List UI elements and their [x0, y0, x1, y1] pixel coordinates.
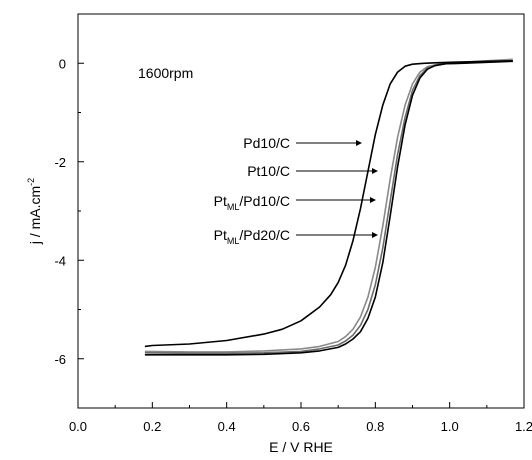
x-tick-label: 1.2: [515, 419, 532, 434]
y-tick-label: -6: [54, 352, 66, 367]
svg-text:j / mA.cm-2: j / mA.cm-2: [26, 178, 43, 245]
y-tick-label: 0: [59, 56, 66, 71]
arrowhead-icon: [372, 168, 378, 174]
curve-label-subscript: ML: [227, 236, 240, 246]
series-lines: [144, 58, 513, 356]
curve-label-3: PtML/Pd10/C: [214, 193, 290, 212]
arrowhead-icon: [372, 232, 378, 238]
y-axis-ticks: 0 -2 -4 -6: [54, 13, 84, 409]
rotation-speed-annotation: 1600rpm: [138, 65, 193, 81]
series-line-3: [144, 60, 513, 355]
curve-label-main: Pt: [214, 193, 227, 209]
series-line-2: [144, 58, 513, 353]
curve-label-4: PtML/Pd20/C: [214, 227, 290, 246]
arrowhead-icon: [370, 197, 376, 203]
x-axis-title: E / V RHE: [269, 439, 333, 455]
curve-label-main: Pt: [214, 227, 227, 243]
series-line-1: [144, 60, 513, 348]
series-line-4: [144, 60, 513, 356]
curve-label-rest: /Pd20/C: [239, 227, 290, 243]
y-tick-label: -2: [54, 155, 66, 170]
x-tick-label: 0.4: [218, 419, 236, 434]
x-tick-label: 0.2: [143, 419, 161, 434]
x-tick-label: 0.6: [292, 419, 310, 434]
y-axis-title-text: j / mA.cm: [27, 186, 43, 245]
y-axis-title-exponent: -2: [26, 178, 36, 186]
y-axis-title: j / mA.cm-2: [26, 178, 43, 245]
x-axis-ticks: 0.0 0.2 0.4 0.6 0.8 1.0 1.2: [69, 402, 532, 434]
curve-label-subscript: ML: [227, 202, 240, 212]
x-tick-label: 1.0: [441, 419, 459, 434]
x-tick-label: 0.8: [366, 419, 384, 434]
y-tick-label: -4: [54, 253, 66, 268]
arrowhead-icon: [356, 140, 362, 146]
x-tick-label: 0.0: [69, 419, 87, 434]
curve-label-rest: /Pd10/C: [239, 193, 290, 209]
curve-label-1: Pd10/C: [243, 135, 290, 151]
curve-label-2: Pt10/C: [247, 163, 290, 179]
